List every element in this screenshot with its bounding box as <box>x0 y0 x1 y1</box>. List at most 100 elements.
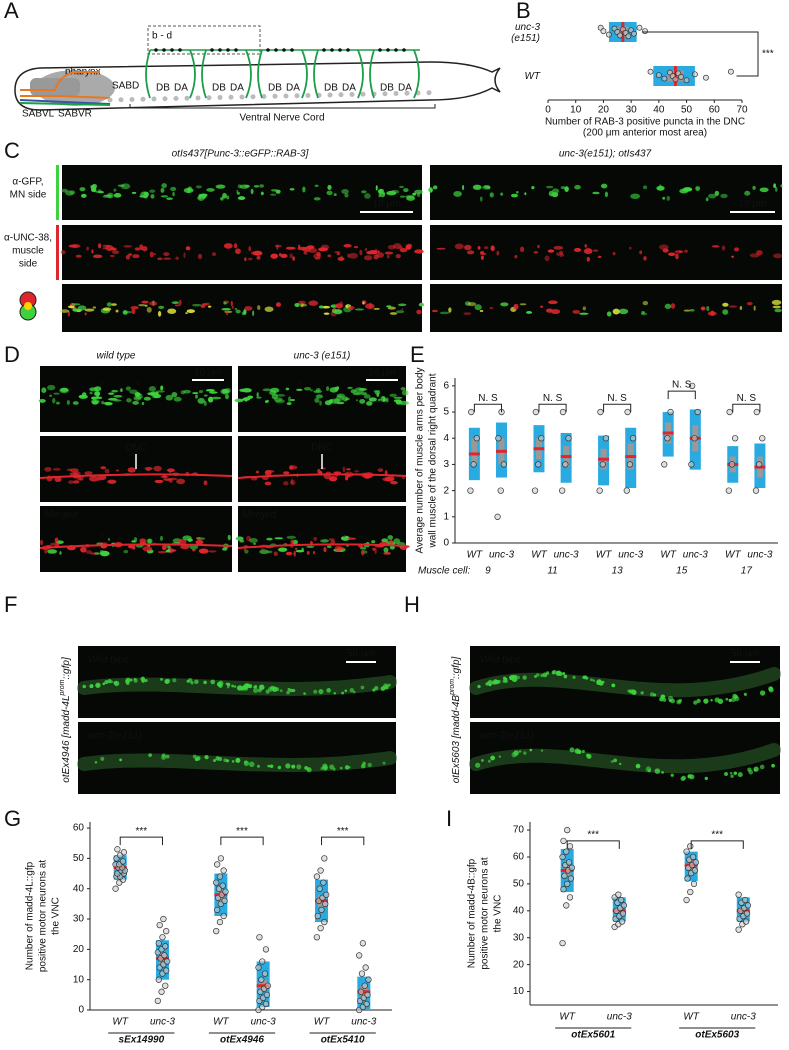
column-title: otIs437[Punc-3::eGFP::RAB-3] <box>172 149 309 160</box>
side-label-part: otEx5603 [madd-4B <box>451 695 462 784</box>
y-tick-label: 4 <box>443 433 449 444</box>
vnc-cell <box>283 93 289 99</box>
gfp-neuron <box>243 760 250 767</box>
signal <box>313 390 323 394</box>
y-axis-label: Average number of muscle arms per body <box>415 367 426 553</box>
signal <box>482 185 491 190</box>
data-point <box>743 910 751 917</box>
signal <box>290 539 294 545</box>
signal <box>52 467 61 471</box>
signal <box>180 544 190 550</box>
signal <box>185 246 191 251</box>
data-point <box>358 970 366 977</box>
y-tick-label: 60 <box>73 823 85 834</box>
signal <box>545 185 554 189</box>
signal <box>126 398 132 403</box>
condition-label: unc-3 <box>607 1012 632 1023</box>
data-point <box>322 900 329 908</box>
commissure <box>413 49 420 99</box>
signal <box>525 311 533 314</box>
star: * <box>118 536 122 547</box>
signal <box>389 545 395 550</box>
signal <box>728 305 738 308</box>
y-tick-label: 40 <box>73 883 85 894</box>
signal <box>689 308 695 312</box>
data-point <box>473 435 480 442</box>
x-tick-label: 20 <box>598 105 610 116</box>
signal <box>155 390 165 393</box>
worm-outline <box>469 743 781 774</box>
vnc-cell <box>206 95 212 101</box>
signal <box>235 248 241 255</box>
signal <box>705 197 709 202</box>
signal <box>271 393 279 400</box>
condition-label: WT <box>531 550 547 561</box>
signal <box>333 193 337 197</box>
signal <box>241 388 252 393</box>
gfp-neuron <box>333 692 337 695</box>
gfp-neuron <box>563 674 568 679</box>
puncta <box>338 48 342 52</box>
signal <box>69 190 76 195</box>
signal <box>771 299 782 306</box>
signal <box>72 471 81 476</box>
signal <box>320 244 330 250</box>
signal <box>326 190 333 196</box>
micrograph <box>238 366 406 432</box>
bracket <box>473 403 503 413</box>
signal <box>226 195 230 200</box>
signal <box>80 193 87 198</box>
data-point <box>689 853 697 861</box>
signal <box>72 401 79 405</box>
signal <box>436 247 446 250</box>
gfp-neuron <box>275 687 280 692</box>
significance-label: *** <box>135 826 147 837</box>
signal <box>551 188 560 194</box>
condition-label: unc-3 <box>554 550 579 561</box>
signal <box>285 246 296 250</box>
dnc-label: DNC <box>125 443 147 454</box>
signal <box>544 255 550 262</box>
signal <box>242 397 251 401</box>
signal <box>744 190 751 196</box>
data-point <box>565 435 572 442</box>
gfp-neuron <box>569 747 575 753</box>
signal <box>192 303 202 307</box>
data-point <box>500 461 508 468</box>
gfp-neuron <box>113 680 120 687</box>
gfp-neuron <box>296 764 302 770</box>
row-label: side <box>19 259 38 270</box>
signal <box>149 189 156 193</box>
signal <box>276 394 286 397</box>
signal <box>377 250 380 253</box>
significance-label: N. S <box>543 393 563 404</box>
signal <box>170 186 177 192</box>
gfp-neuron <box>291 764 296 769</box>
signal <box>558 250 564 255</box>
side-label-part: otEx4946 [madd-4L <box>61 695 72 782</box>
signal <box>66 400 70 405</box>
y-tick-label: 1 <box>443 511 449 522</box>
vnc-label: Ventral Nerve Cord <box>239 113 324 124</box>
data-point <box>731 435 739 442</box>
group-label: 17 <box>741 566 753 577</box>
signal <box>270 253 279 259</box>
bracket <box>321 836 365 846</box>
data-point <box>359 940 367 947</box>
data-point <box>219 882 226 889</box>
row-title: unc-3(e151) <box>88 731 142 742</box>
signal <box>148 385 157 392</box>
data-point <box>626 461 634 468</box>
signal <box>344 193 349 198</box>
signal <box>670 303 676 309</box>
signal <box>353 246 359 249</box>
gfp-neuron <box>190 681 194 685</box>
data-point <box>687 888 694 896</box>
signal <box>463 312 472 316</box>
signal <box>113 188 117 192</box>
data-point <box>691 435 698 442</box>
signal <box>183 252 186 258</box>
signal <box>111 303 117 306</box>
signal <box>120 388 123 393</box>
gfp-neuron <box>498 755 502 758</box>
